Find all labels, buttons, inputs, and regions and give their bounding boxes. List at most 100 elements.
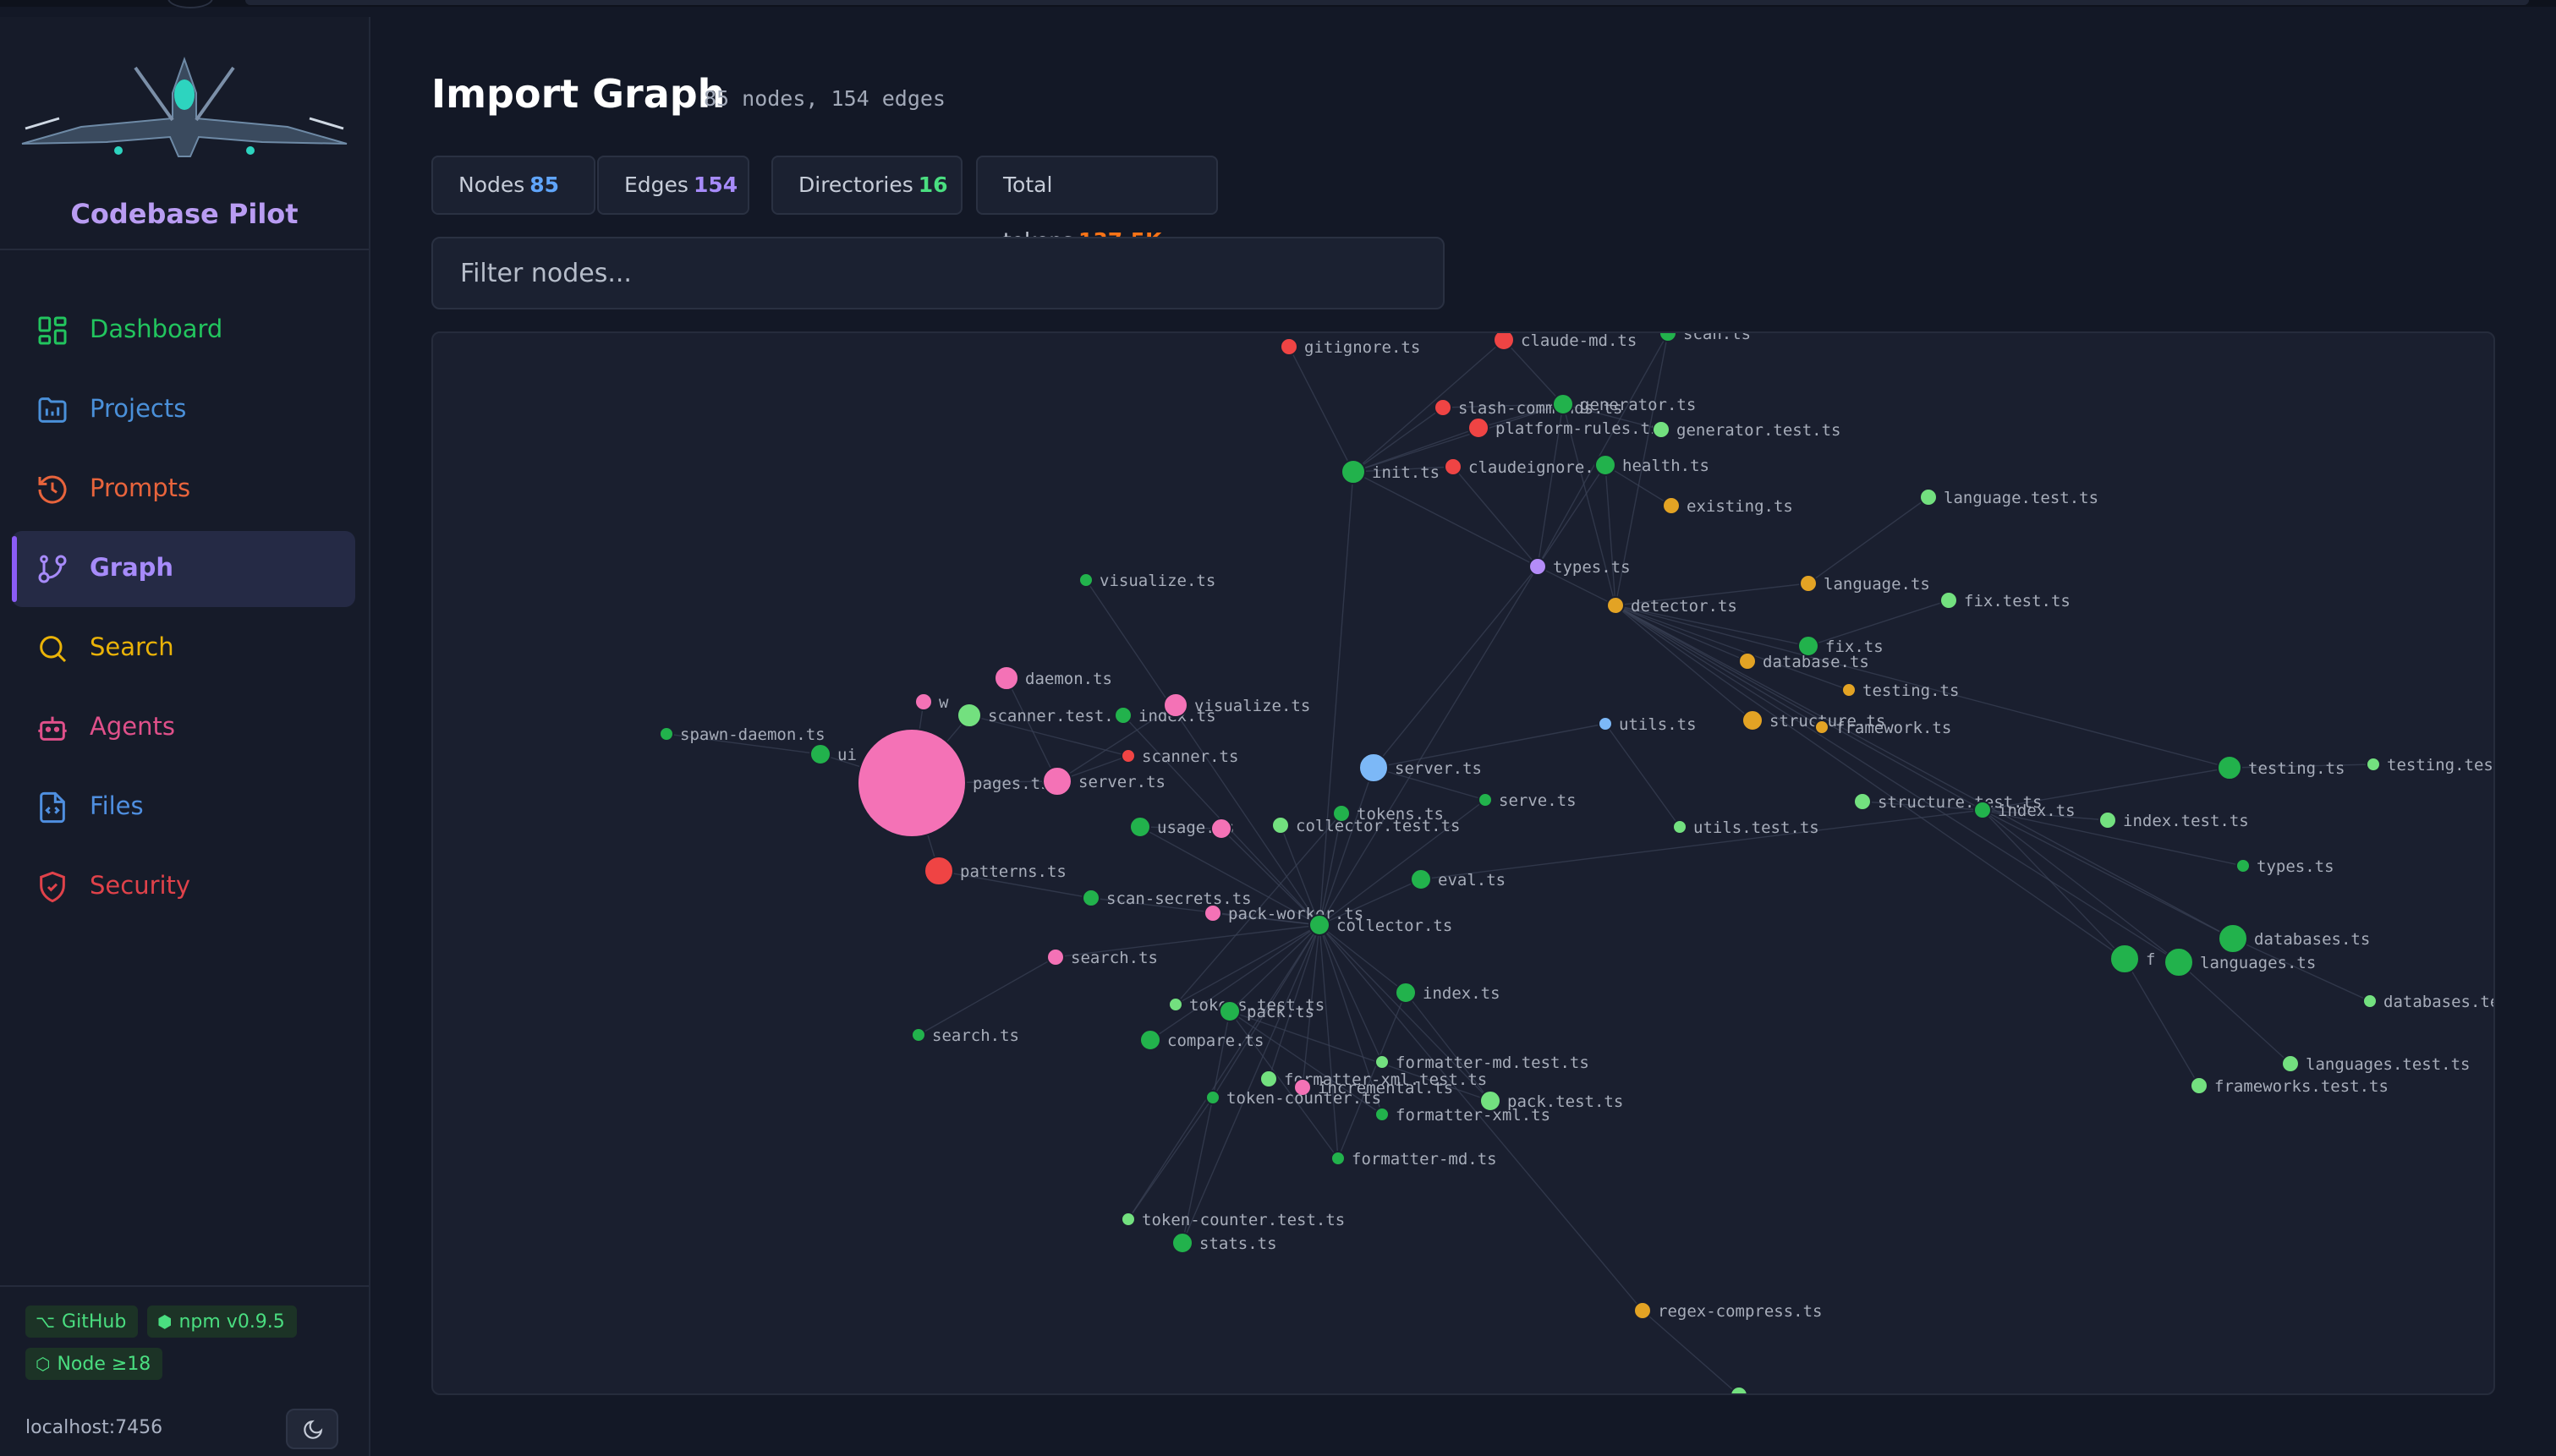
graph-node-circle[interactable]	[1129, 816, 1151, 838]
graph-node-circle[interactable]	[1121, 748, 1136, 764]
graph-node-circle[interactable]	[857, 728, 967, 838]
graph-svg[interactable]: gitignore.ts claude-md.ts scan.ts slash-com…	[433, 333, 2495, 1395]
graph-node-circle[interactable]	[1341, 459, 1366, 484]
graph-node-circle[interactable]	[1139, 1029, 1161, 1051]
graph-node[interactable]: search.ts	[911, 1026, 1019, 1045]
graph-node[interactable]: regex-compress.ts	[1633, 1301, 1822, 1321]
graph-node[interactable]: detector.ts	[1606, 596, 1737, 616]
graph-node[interactable]: languages.ts	[2164, 947, 2316, 977]
graph-node-circle[interactable]	[1259, 1070, 1278, 1088]
graph-node-circle[interactable]	[1594, 454, 1616, 476]
graph-node-circle[interactable]	[1205, 1090, 1220, 1105]
graph-node[interactable]	[1730, 1386, 1748, 1395]
graph-node-circle[interactable]	[2366, 757, 2381, 772]
graph-node[interactable]: serve.ts	[1478, 791, 1577, 810]
graph-node[interactable]: formatter-xml.ts	[1374, 1106, 1550, 1125]
graph-node[interactable]: visualize.ts	[1078, 572, 1215, 590]
graph-node-circle[interactable]	[1606, 596, 1625, 615]
graph-node[interactable]: formatter-md.test.ts	[1374, 1054, 1589, 1072]
graph-node-circle[interactable]	[809, 743, 831, 765]
graph-node-circle[interactable]	[1814, 720, 1829, 735]
graph-node-circle[interactable]	[1042, 766, 1072, 796]
graph-node-circle[interactable]	[994, 665, 1019, 691]
graph-node[interactable]: eval.ts	[1410, 868, 1506, 890]
graph-node[interactable]: pack.ts	[1219, 1000, 1314, 1022]
graph-node-circle[interactable]	[2098, 811, 2117, 829]
graph-node-circle[interactable]	[1358, 753, 1389, 783]
graph-node[interactable]: scanner.ts	[1121, 747, 1238, 766]
graph-node-circle[interactable]	[957, 703, 982, 728]
graph-node-circle[interactable]	[914, 692, 933, 711]
graph-node-circle[interactable]	[1730, 1386, 1748, 1395]
graph-node[interactable]: index.ts	[1973, 801, 2076, 820]
graph-node[interactable]: health.ts	[1594, 454, 1709, 476]
graph-node-circle[interactable]	[2235, 858, 2251, 873]
graph-node[interactable]: index.ts	[1395, 982, 1500, 1004]
graph-node[interactable]: server.ts	[1358, 753, 1482, 783]
graph-node-circle[interactable]	[1046, 948, 1065, 966]
github-badge[interactable]: ⌥ GitHub	[25, 1305, 139, 1338]
graph-node[interactable]: claude-md.ts	[1493, 333, 1637, 351]
graph-node[interactable]: pack.test.ts	[1479, 1090, 1623, 1112]
graph-node[interactable]: f	[2109, 944, 2155, 974]
graph-node-circle[interactable]	[911, 1027, 926, 1043]
graph-node-circle[interactable]	[1672, 819, 1687, 835]
theme-toggle-button[interactable]	[286, 1409, 338, 1449]
graph-node[interactable]: language.test.ts	[1919, 488, 2098, 507]
graph-node-circle[interactable]	[2218, 923, 2248, 954]
graph-node-circle[interactable]	[1659, 333, 1677, 342]
graph-node-circle[interactable]	[1467, 417, 1489, 439]
graph-node-circle[interactable]	[1410, 868, 1432, 890]
npm-badge[interactable]: ⬢ npm v0.9.5	[147, 1305, 297, 1338]
graph-node[interactable]: formatter-xml.test.ts	[1259, 1070, 1487, 1089]
import-graph-canvas[interactable]: gitignore.ts claude-md.ts scan.ts slash-com…	[431, 331, 2495, 1395]
graph-node[interactable]: server.ts	[1042, 766, 1166, 796]
graph-node-circle[interactable]	[1332, 804, 1351, 823]
graph-node[interactable]: generator.ts	[1552, 393, 1696, 415]
graph-node-circle[interactable]	[1280, 337, 1298, 356]
graph-node[interactable]: compare.ts	[1139, 1029, 1264, 1051]
graph-node-circle[interactable]	[1528, 557, 1547, 576]
graph-node-circle[interactable]	[924, 856, 954, 886]
graph-node[interactable]: w	[914, 692, 949, 712]
sidebar-item-dashboard[interactable]: Dashboard	[12, 293, 355, 369]
graph-node-circle[interactable]	[1168, 997, 1183, 1012]
graph-node-circle[interactable]	[2109, 944, 2140, 974]
sidebar-item-projects[interactable]: Projects	[12, 372, 355, 448]
graph-node[interactable]: formatter-md.ts	[1330, 1150, 1497, 1169]
sidebar-item-search[interactable]: Search	[12, 610, 355, 687]
graph-node[interactable]: incremental.ts	[1293, 1078, 1453, 1097]
top-bar-control[interactable]	[167, 0, 213, 8]
graph-node-circle[interactable]	[1374, 1107, 1390, 1122]
graph-node[interactable]: stats.ts	[1171, 1232, 1277, 1254]
graph-node[interactable]: languages.test.ts	[2281, 1054, 2470, 1074]
graph-node[interactable]: framework.ts	[1814, 719, 1951, 737]
graph-node[interactable]: token-counter.ts	[1205, 1089, 1381, 1108]
graph-node-circle[interactable]	[1219, 1000, 1241, 1022]
graph-node[interactable]: language.ts	[1799, 574, 1930, 594]
graph-node[interactable]: structure.test.ts	[1853, 792, 2042, 812]
graph-node[interactable]: token-counter.test.ts	[1121, 1211, 1345, 1229]
graph-node-circle[interactable]	[1308, 914, 1330, 936]
graph-node-circle[interactable]	[1330, 1151, 1346, 1166]
graph-node-circle[interactable]	[1479, 1090, 1501, 1112]
graph-node[interactable]: daemon.ts	[994, 665, 1112, 691]
graph-node-circle[interactable]	[1797, 635, 1819, 657]
graph-node[interactable]: pack-worker.ts	[1204, 904, 1363, 923]
graph-node-circle[interactable]	[1374, 1054, 1390, 1070]
graph-node-circle[interactable]	[1493, 333, 1515, 351]
graph-node[interactable]: testing.test.ts	[2366, 756, 2495, 775]
sidebar-item-prompts[interactable]: Prompts	[12, 452, 355, 528]
graph-node-circle[interactable]	[1204, 904, 1222, 922]
graph-node[interactable]: databases.ts	[2218, 923, 2370, 954]
graph-node-circle[interactable]	[1552, 393, 1574, 415]
graph-node-circle[interactable]	[1395, 982, 1417, 1004]
graph-node[interactable]: init.ts	[1341, 459, 1440, 484]
sidebar-item-agents[interactable]: Agents	[12, 690, 355, 766]
graph-node[interactable]: collector.ts	[1308, 914, 1452, 936]
graph-node[interactable]: scan-secrets.ts	[1082, 889, 1252, 908]
graph-node-circle[interactable]	[1444, 457, 1462, 476]
graph-node-circle[interactable]	[1121, 1212, 1136, 1227]
graph-node[interactable]: search.ts	[1046, 948, 1158, 967]
sidebar-item-graph[interactable]: Graph	[12, 531, 355, 607]
